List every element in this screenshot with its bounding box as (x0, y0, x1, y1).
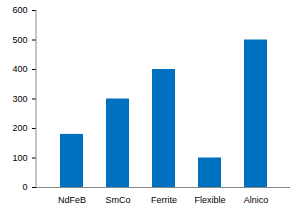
svg-text:400: 400 (12, 64, 27, 74)
svg-text:200: 200 (12, 123, 27, 133)
svg-text:Alnico: Alnico (244, 195, 269, 205)
svg-text:100: 100 (12, 153, 27, 163)
svg-text:500: 500 (12, 35, 27, 45)
svg-text:SmCo: SmCo (105, 195, 130, 205)
svg-text:300: 300 (12, 94, 27, 104)
svg-text:Flexible: Flexible (194, 195, 225, 205)
svg-text:Ferrite: Ferrite (151, 195, 177, 205)
svg-text:NdFeB: NdFeB (58, 195, 86, 205)
svg-text:600: 600 (12, 5, 27, 15)
svg-text:0: 0 (22, 182, 27, 192)
